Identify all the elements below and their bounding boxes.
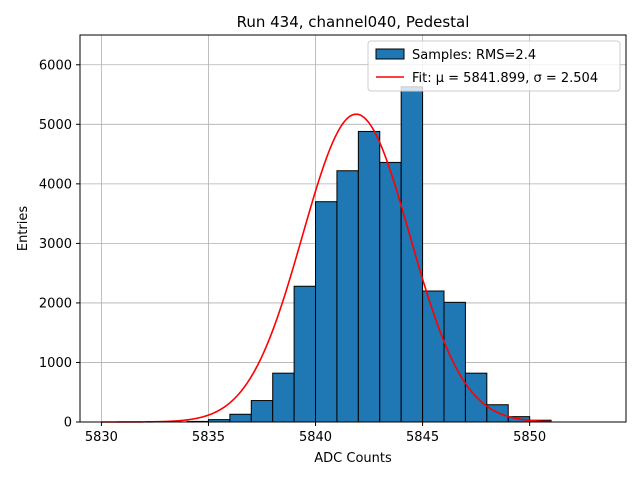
x-tick-label: 5840: [299, 430, 332, 445]
x-tick-label: 5845: [406, 430, 439, 445]
histogram-bar: [293, 285, 317, 423]
y-tick-label: 3000: [39, 237, 72, 252]
histogram-bar: [336, 170, 359, 423]
histogram-bar: [400, 86, 424, 423]
legend: Samples: RMS=2.4 Fit: μ = 5841.899, σ = …: [367, 40, 621, 92]
legend-histogram-label: Samples: RMS=2.4: [412, 48, 536, 63]
y-tick-label: 2000: [39, 296, 72, 311]
histogram-bar: [443, 301, 466, 423]
histogram-bar: [229, 413, 252, 423]
histogram-bar: [486, 404, 509, 423]
legend-fit-label: Fit: μ = 5841.899, σ = 2.504: [412, 71, 598, 86]
plot-frame: [79, 34, 627, 423]
y-tick-label: 0: [64, 416, 72, 431]
chart-title: Run 434, channel040, Pedestal: [237, 13, 470, 31]
axis-ticks: 5830 5835 5840 5845 5850 0 1000 2000 3000 4000 500…: [39, 58, 546, 445]
legend-histogram-swatch: [375, 48, 405, 60]
histogram-bar: [357, 130, 381, 423]
y-tick-label: 5000: [39, 118, 72, 133]
x-tick-label: 5835: [192, 430, 225, 445]
histogram-bar: [315, 201, 338, 423]
legend-box: [367, 40, 621, 92]
histogram-bars: [186, 86, 552, 423]
y-tick-label: 4000: [39, 177, 72, 192]
x-axis-label: ADC Counts: [314, 451, 392, 466]
histogram-bar: [250, 400, 274, 423]
histogram-bar: [272, 372, 295, 423]
fit-curve: [101, 113, 552, 423]
y-axis-label: Entries: [16, 206, 31, 252]
y-tick-label: 1000: [39, 356, 72, 371]
y-tick-label: 6000: [39, 58, 72, 73]
histogram-bar: [379, 161, 402, 423]
x-tick-label: 5830: [85, 430, 118, 445]
x-tick-label: 5850: [513, 430, 546, 445]
fit-curve-layer: [101, 113, 552, 423]
